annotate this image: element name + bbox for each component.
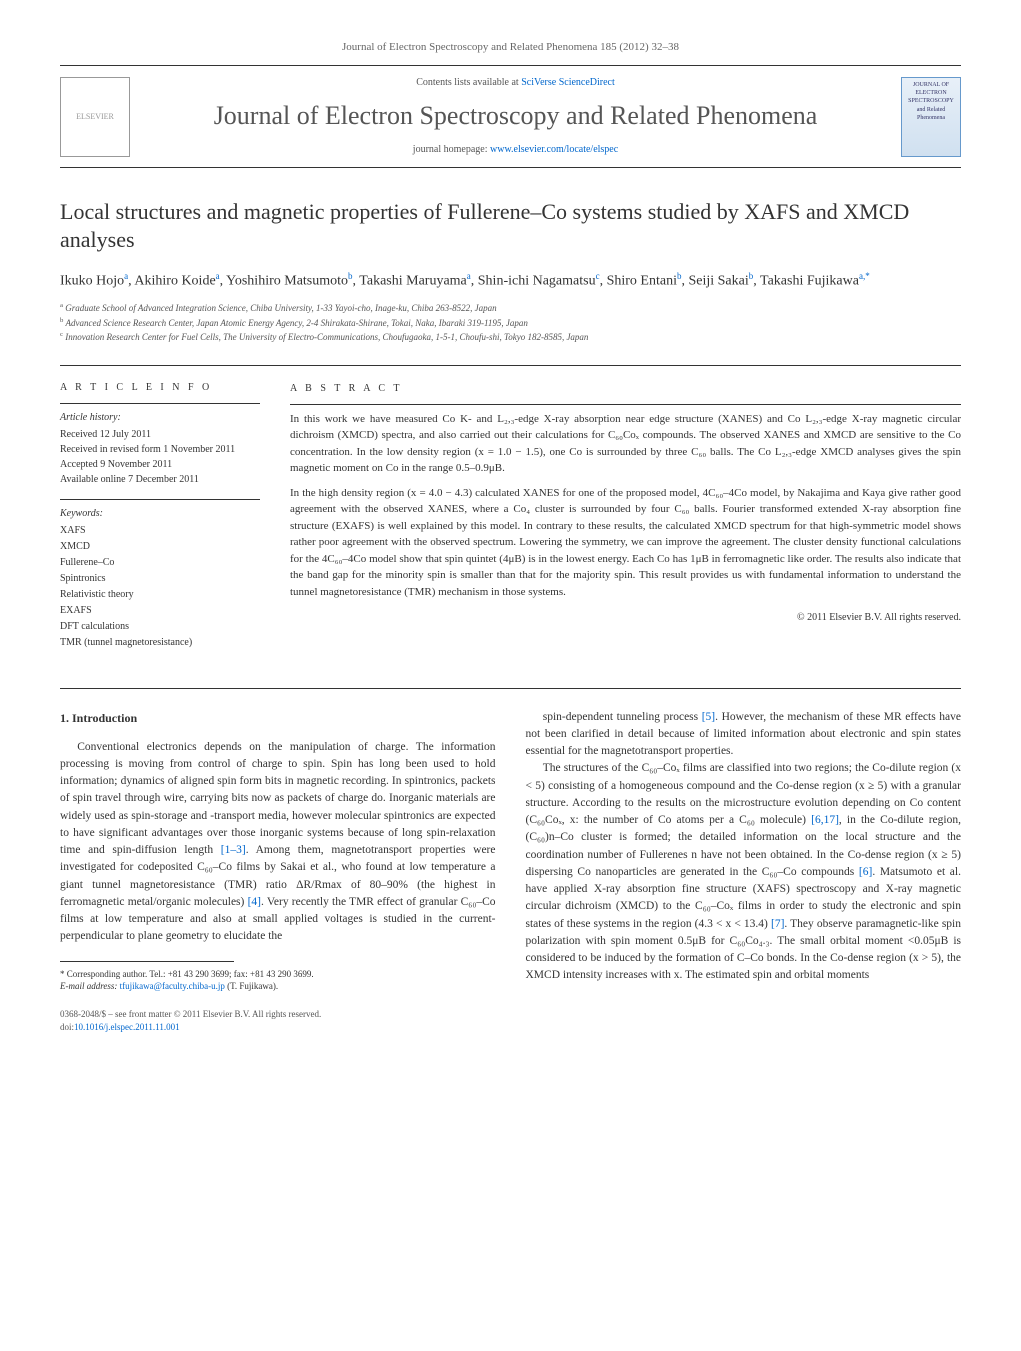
journal-title: Journal of Electron Spectroscopy and Rel…: [150, 98, 881, 134]
article-info-heading: A R T I C L E I N F O: [60, 381, 260, 395]
contents-prefix: Contents lists available at: [416, 77, 521, 88]
intro-p2: spin-dependent tunneling process [5]. Ho…: [526, 709, 962, 761]
keyword: XAFS: [60, 523, 260, 539]
masthead: ELSEVIER Contents lists available at Sci…: [60, 65, 961, 167]
bottom-meta: 0368-2048/$ – see front matter © 2011 El…: [60, 1008, 496, 1033]
publisher-logo-text: ELSEVIER: [76, 111, 114, 122]
corresponding-footnote: * Corresponding author. Tel.: +81 43 290…: [60, 968, 496, 993]
keyword: Relativistic theory: [60, 587, 260, 603]
article-title: Local structures and magnetic properties…: [60, 198, 961, 255]
masthead-center: Contents lists available at SciVerse Sci…: [130, 76, 901, 156]
body-divider: [60, 688, 961, 689]
journal-cover-thumb: JOURNAL OF ELECTRON SPECTROSCOPY and Rel…: [901, 77, 961, 157]
homepage-line: journal homepage: www.elsevier.com/locat…: [150, 143, 881, 157]
article-history: Article history: Received 12 July 2011Re…: [60, 410, 260, 487]
email-line: E-mail address: tfujikawa@faculty.chiba-…: [60, 980, 496, 993]
keyword: XMCD: [60, 539, 260, 555]
doi-line: doi:10.1016/j.elspec.2011.11.001: [60, 1021, 496, 1034]
keyword: Spintronics: [60, 571, 260, 587]
author-list: Ikuko Hojoa, Akihiro Koidea, Yoshihiro M…: [60, 270, 961, 291]
sciencedirect-link[interactable]: SciVerse ScienceDirect: [521, 77, 615, 88]
keyword: TMR (tunnel magnetoresistance): [60, 635, 260, 651]
history-item: Available online 7 December 2011: [60, 472, 260, 487]
keyword: EXAFS: [60, 603, 260, 619]
corr-author-line: * Corresponding author. Tel.: +81 43 290…: [60, 968, 496, 981]
keyword: Fullerene–Co: [60, 555, 260, 571]
history-item: Received in revised form 1 November 2011: [60, 442, 260, 457]
body-two-column: 1. Introduction Conventional electronics…: [60, 709, 961, 1033]
abstract-p2: In the high density region (x = 4.0 − 4.…: [290, 485, 961, 601]
intro-p3: The structures of the C₆₀–Coₓ films are …: [526, 760, 962, 984]
column-right: spin-dependent tunneling process [5]. Ho…: [526, 709, 962, 1033]
section-heading-intro: 1. Introduction: [60, 709, 496, 727]
footnote-rule: [60, 961, 234, 962]
publisher-logo: ELSEVIER: [60, 77, 130, 157]
abstract: A B S T R A C T In this work we have mea…: [290, 381, 961, 663]
info-abstract-row: A R T I C L E I N F O Article history: R…: [60, 381, 961, 663]
info-divider: [60, 403, 260, 404]
copyright-line: © 2011 Elsevier B.V. All rights reserved…: [290, 610, 961, 625]
column-left: 1. Introduction Conventional electronics…: [60, 709, 496, 1033]
homepage-link[interactable]: www.elsevier.com/locate/elspec: [490, 144, 618, 155]
abstract-p1: In this work we have measured Co K- and …: [290, 411, 961, 477]
contents-line: Contents lists available at SciVerse Sci…: [150, 76, 881, 90]
keywords-block: Keywords: XAFSXMCDFullerene–CoSpintronic…: [60, 506, 260, 651]
keywords-label: Keywords:: [60, 506, 260, 521]
history-item: Received 12 July 2011: [60, 427, 260, 442]
history-label: Article history:: [60, 410, 260, 425]
section-divider: [60, 365, 961, 366]
keyword: DFT calculations: [60, 619, 260, 635]
article-info: A R T I C L E I N F O Article history: R…: [60, 381, 260, 663]
abstract-divider: [290, 404, 961, 405]
email-suffix: (T. Fujikawa).: [225, 981, 278, 991]
issn-line: 0368-2048/$ – see front matter © 2011 El…: [60, 1008, 496, 1021]
homepage-prefix: journal homepage:: [413, 144, 490, 155]
doi-link[interactable]: 10.1016/j.elspec.2011.11.001: [74, 1022, 180, 1032]
affiliations: a Graduate School of Advanced Integratio…: [60, 301, 961, 345]
running-head: Journal of Electron Spectroscopy and Rel…: [60, 40, 961, 55]
info-divider-2: [60, 499, 260, 500]
intro-p1: Conventional electronics depends on the …: [60, 739, 496, 946]
abstract-heading: A B S T R A C T: [290, 381, 961, 396]
email-label: E-mail address:: [60, 981, 120, 991]
history-item: Accepted 9 November 2011: [60, 457, 260, 472]
email-link[interactable]: tfujikawa@faculty.chiba-u.jp: [120, 981, 225, 991]
cover-text: JOURNAL OF ELECTRON SPECTROSCOPY and Rel…: [908, 82, 954, 122]
doi-label: doi:: [60, 1022, 74, 1032]
